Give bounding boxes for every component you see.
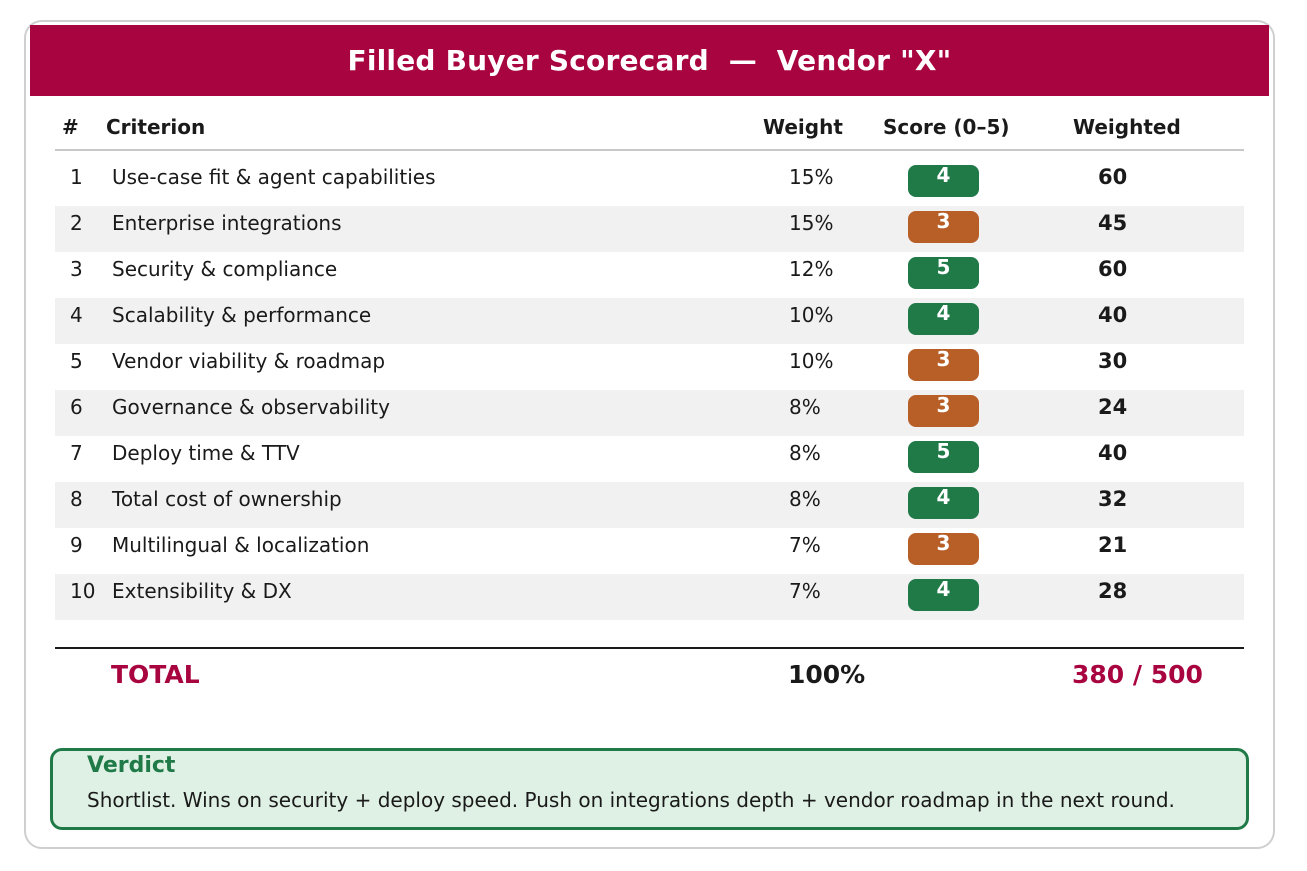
score-value: 3 xyxy=(936,393,951,417)
table-row: 6 Governance & observability 8% 3 24 xyxy=(55,390,1244,436)
table-row: 8 Total cost of ownership 8% 4 32 xyxy=(55,482,1244,528)
score-badge: 5 xyxy=(908,439,979,473)
title-banner: Filled Buyer Scorecard — Vendor "X" xyxy=(30,25,1269,96)
verdict-title: Verdict xyxy=(87,753,176,778)
row-number: 9 xyxy=(70,533,83,557)
score-badge: 4 xyxy=(908,301,979,335)
weight-value: 10% xyxy=(789,303,834,327)
criterion-label: Security & compliance xyxy=(112,257,338,281)
score-badge: 3 xyxy=(908,209,979,243)
score-value: 3 xyxy=(936,347,951,371)
score-badge: 5 xyxy=(908,255,979,289)
column-header-weighted: Weighted xyxy=(1073,115,1181,139)
row-number: 4 xyxy=(70,303,83,327)
column-header-number: # xyxy=(62,115,79,139)
weighted-value: 40 xyxy=(1098,441,1128,465)
weight-value: 8% xyxy=(789,395,821,419)
total-score: 380 / 500 xyxy=(1072,660,1203,689)
total-label: TOTAL xyxy=(111,660,200,689)
weighted-value: 21 xyxy=(1098,533,1128,557)
criterion-label: Governance & observability xyxy=(112,395,390,419)
table-row: 2 Enterprise integrations 15% 3 45 xyxy=(55,206,1244,252)
weight-value: 10% xyxy=(789,349,834,373)
score-badge: 3 xyxy=(908,531,979,565)
score-badge: 3 xyxy=(908,347,979,381)
weighted-value: 60 xyxy=(1098,257,1128,281)
weight-value: 7% xyxy=(789,533,821,557)
row-number: 2 xyxy=(70,211,83,235)
table-row: 4 Scalability & performance 10% 4 40 xyxy=(55,298,1244,344)
row-number: 1 xyxy=(70,165,83,189)
weight-value: 8% xyxy=(789,487,821,511)
score-badge: 3 xyxy=(908,393,979,427)
table-row: 9 Multilingual & localization 7% 3 21 xyxy=(55,528,1244,574)
header-divider xyxy=(55,149,1244,151)
row-number: 10 xyxy=(70,579,96,603)
criterion-label: Total cost of ownership xyxy=(112,487,342,511)
weight-value: 7% xyxy=(789,579,821,603)
verdict-text: Shortlist. Wins on security + deploy spe… xyxy=(87,788,1175,812)
total-divider xyxy=(55,647,1244,649)
weighted-value: 40 xyxy=(1098,303,1128,327)
table-row: 3 Security & compliance 12% 5 60 xyxy=(55,252,1244,298)
column-header-weight: Weight xyxy=(763,115,843,139)
weighted-value: 32 xyxy=(1098,487,1128,511)
score-badge: 4 xyxy=(908,163,979,197)
row-number: 7 xyxy=(70,441,83,465)
criterion-label: Scalability & performance xyxy=(112,303,372,327)
weighted-value: 24 xyxy=(1098,395,1128,419)
criterion-label: Deploy time & TTV xyxy=(112,441,300,465)
weighted-value: 30 xyxy=(1098,349,1128,373)
table-row: 5 Vendor viability & roadmap 10% 3 30 xyxy=(55,344,1244,390)
criterion-label: Extensibility & DX xyxy=(112,579,292,603)
score-value: 3 xyxy=(936,531,951,555)
weighted-value: 45 xyxy=(1098,211,1128,235)
score-value: 4 xyxy=(936,301,951,325)
score-value: 3 xyxy=(936,209,951,233)
score-value: 5 xyxy=(936,255,951,279)
criterion-label: Use-case fit & agent capabilities xyxy=(112,165,436,189)
criterion-label: Vendor viability & roadmap xyxy=(112,349,386,373)
page-title: Filled Buyer Scorecard — Vendor "X" xyxy=(347,44,952,77)
row-number: 3 xyxy=(70,257,83,281)
weighted-value: 28 xyxy=(1098,579,1128,603)
score-badge: 4 xyxy=(908,485,979,519)
score-value: 4 xyxy=(936,485,951,509)
weight-value: 8% xyxy=(789,441,821,465)
table-row: 1 Use-case fit & agent capabilities 15% 4 60 xyxy=(55,160,1244,206)
total-weight: 100% xyxy=(788,660,866,689)
weight-value: 15% xyxy=(789,165,834,189)
score-value: 5 xyxy=(936,439,951,463)
table-row: 7 Deploy time & TTV 8% 5 40 xyxy=(55,436,1244,482)
weight-value: 15% xyxy=(789,211,834,235)
row-number: 8 xyxy=(70,487,83,511)
weight-value: 12% xyxy=(789,257,834,281)
score-value: 4 xyxy=(936,577,951,601)
verdict-box: Verdict Shortlist. Wins on security + de… xyxy=(50,748,1249,830)
criterion-label: Enterprise integrations xyxy=(112,211,342,235)
row-number: 5 xyxy=(70,349,83,373)
column-header-score: Score (0–5) xyxy=(883,115,1010,139)
column-header-criterion: Criterion xyxy=(106,115,206,139)
criterion-label: Multilingual & localization xyxy=(112,533,370,557)
row-number: 6 xyxy=(70,395,83,419)
table-row: 10 Extensibility & DX 7% 4 28 xyxy=(55,574,1244,620)
score-badge: 4 xyxy=(908,577,979,611)
score-value: 4 xyxy=(936,163,951,187)
weighted-value: 60 xyxy=(1098,165,1128,189)
